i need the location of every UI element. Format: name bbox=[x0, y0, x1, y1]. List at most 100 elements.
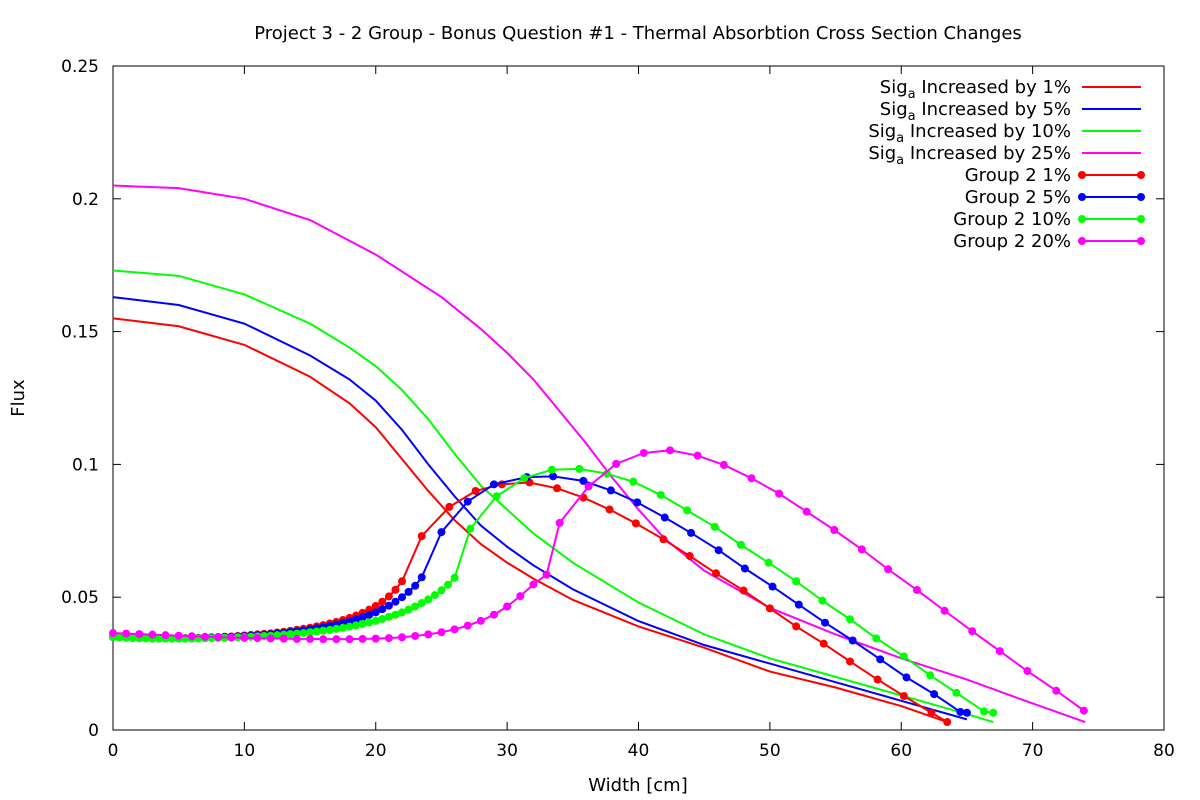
data-point bbox=[714, 546, 723, 555]
series-group-2-20 bbox=[109, 446, 1088, 715]
data-point bbox=[792, 577, 801, 586]
data-point bbox=[516, 592, 525, 601]
data-point bbox=[279, 634, 288, 643]
y-tick-label: 0.2 bbox=[72, 190, 99, 210]
data-point bbox=[1079, 706, 1088, 715]
data-point bbox=[384, 634, 393, 643]
data-point bbox=[384, 612, 393, 621]
data-point bbox=[148, 630, 157, 639]
x-tick-label: 50 bbox=[759, 741, 781, 761]
data-point bbox=[553, 484, 562, 493]
data-point bbox=[476, 616, 485, 625]
data-point bbox=[266, 634, 275, 643]
data-point bbox=[542, 570, 551, 579]
data-point bbox=[943, 718, 952, 727]
data-point bbox=[345, 635, 354, 644]
legend-swatch-point bbox=[1078, 215, 1086, 223]
data-point bbox=[930, 690, 939, 699]
data-point bbox=[602, 469, 611, 478]
data-point bbox=[417, 599, 426, 608]
x-tick-label: 20 bbox=[365, 741, 387, 761]
legend-swatch-point bbox=[1137, 193, 1145, 201]
y-axis-label: Flux bbox=[8, 379, 29, 417]
data-point bbox=[927, 708, 936, 717]
series-group-2-5 bbox=[109, 472, 971, 717]
x-tick-label: 30 bbox=[496, 741, 518, 761]
legend-label: Group 2 20% bbox=[953, 231, 1071, 252]
series-siga-increased-by-10 bbox=[112, 269, 994, 723]
series-group bbox=[109, 184, 1088, 727]
data-point bbox=[411, 581, 420, 590]
data-point bbox=[659, 535, 668, 544]
legend-item: Group 2 5% bbox=[965, 187, 1145, 208]
series-line bbox=[112, 449, 1085, 712]
data-point bbox=[884, 565, 893, 574]
data-point bbox=[666, 446, 675, 455]
data-point bbox=[952, 688, 961, 697]
data-point bbox=[980, 707, 989, 716]
series-line bbox=[112, 317, 948, 723]
data-point bbox=[968, 627, 977, 636]
data-point bbox=[122, 629, 131, 638]
legend-item: Siga Increased by 1% bbox=[880, 77, 1141, 102]
data-point bbox=[873, 675, 882, 684]
data-point bbox=[417, 573, 426, 582]
data-point bbox=[292, 634, 301, 643]
data-point bbox=[161, 631, 170, 640]
data-point bbox=[332, 624, 341, 633]
legend-swatch-point bbox=[1137, 215, 1145, 223]
legend-label: Siga Increased by 5% bbox=[880, 99, 1071, 124]
data-point bbox=[876, 655, 885, 664]
data-point bbox=[391, 585, 400, 594]
data-point bbox=[995, 647, 1004, 656]
data-point bbox=[398, 633, 407, 642]
legend: Siga Increased by 1%Siga Increased by 5%… bbox=[868, 77, 1145, 252]
data-point bbox=[404, 587, 413, 596]
data-point bbox=[547, 465, 556, 474]
data-point bbox=[371, 634, 380, 643]
data-point bbox=[128, 633, 137, 642]
data-point bbox=[358, 620, 367, 629]
data-point bbox=[639, 448, 648, 457]
data-point bbox=[214, 633, 223, 642]
y-tick-label: 0 bbox=[88, 721, 99, 741]
data-point bbox=[848, 636, 857, 645]
data-point bbox=[358, 634, 367, 643]
data-point bbox=[1023, 667, 1032, 676]
data-point bbox=[109, 629, 117, 638]
data-point bbox=[792, 622, 801, 631]
y-tick-label: 0.1 bbox=[72, 455, 99, 475]
data-point bbox=[430, 591, 439, 600]
data-point bbox=[306, 634, 315, 643]
data-point bbox=[466, 524, 475, 533]
data-point bbox=[913, 586, 922, 595]
data-point bbox=[555, 518, 564, 527]
data-point bbox=[463, 497, 472, 506]
legend-label: Group 2 10% bbox=[953, 209, 1071, 230]
data-point bbox=[445, 502, 454, 511]
data-point bbox=[286, 630, 295, 639]
data-point bbox=[240, 633, 249, 642]
data-point bbox=[444, 580, 453, 589]
x-axis-label: Width [cm] bbox=[588, 775, 688, 796]
data-point bbox=[115, 633, 124, 642]
data-point bbox=[174, 631, 183, 640]
data-point bbox=[358, 613, 367, 622]
data-point bbox=[463, 621, 472, 630]
data-point bbox=[768, 582, 777, 591]
data-point bbox=[633, 498, 642, 507]
data-point bbox=[693, 451, 702, 460]
data-point bbox=[802, 507, 811, 516]
data-point bbox=[687, 528, 696, 537]
data-point bbox=[489, 480, 498, 489]
legend-swatch-point bbox=[1078, 171, 1086, 179]
data-point bbox=[503, 602, 512, 611]
data-point bbox=[489, 610, 498, 619]
data-point bbox=[391, 597, 400, 606]
data-point bbox=[398, 577, 407, 586]
data-point bbox=[384, 601, 393, 610]
data-point bbox=[437, 586, 446, 595]
data-point bbox=[520, 474, 529, 483]
data-point bbox=[312, 627, 321, 636]
series-siga-increased-by-5 bbox=[112, 296, 968, 721]
